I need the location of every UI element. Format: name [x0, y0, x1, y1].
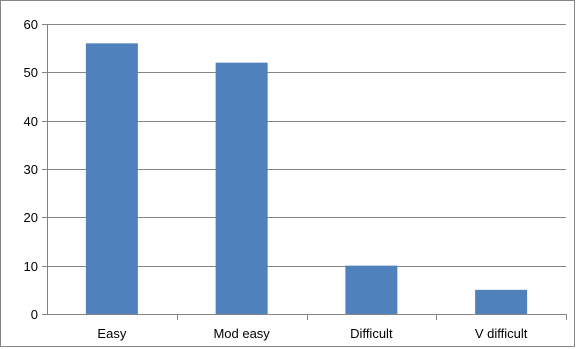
y-tick-label: 40: [24, 114, 38, 129]
y-tick-label: 60: [24, 17, 38, 32]
x-tick-label: Mod easy: [213, 326, 270, 341]
y-tick-label: 30: [24, 162, 38, 177]
bar-difficult: [345, 265, 398, 314]
bars: [85, 43, 528, 314]
y-tick-label: 20: [24, 210, 38, 225]
axes: [42, 24, 567, 320]
y-axis-tick-labels: 0 10 20 30 40 50 60: [24, 17, 38, 322]
bar-mod-easy: [215, 62, 268, 314]
bar-v-difficult: [475, 289, 528, 314]
x-axis-tick-labels: Easy Mod easy Difficult V difficult: [97, 326, 527, 341]
y-tick-label: 10: [24, 259, 38, 274]
bar-easy: [85, 43, 138, 314]
x-tick-label: Difficult: [350, 326, 393, 341]
y-tick-label: 0: [31, 307, 38, 322]
y-tick-label: 50: [24, 65, 38, 80]
x-tick-label: V difficult: [475, 326, 528, 341]
x-tick-label: Easy: [97, 326, 126, 341]
